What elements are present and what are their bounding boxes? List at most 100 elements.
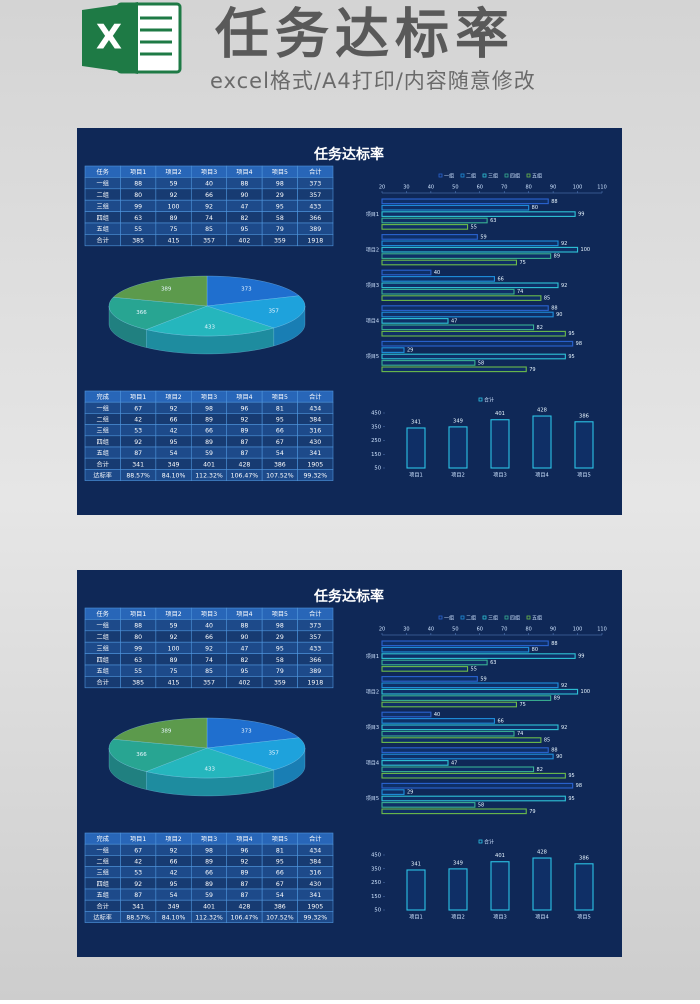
bar (381, 246, 579, 253)
cell-text: 58 (276, 657, 284, 664)
bar-value: 92 (561, 283, 567, 289)
icon-badge (82, 2, 138, 74)
cell-text: 42 (170, 870, 178, 877)
bar-value: 386 (579, 413, 589, 419)
bar-value: 89 (554, 696, 560, 702)
bar (381, 347, 405, 353)
cell-text: 341 (132, 903, 144, 910)
cell-text: 67 (134, 847, 142, 854)
legend-swatch (438, 173, 443, 178)
bar-value: 55 (471, 666, 477, 672)
bar-value: 89 (554, 254, 560, 260)
x-tick-label: 30 (403, 627, 409, 633)
category-label: 项目4 (366, 319, 379, 325)
legend-swatch (460, 173, 465, 178)
category-label: 项目5 (577, 914, 591, 921)
category-label: 项目1 (409, 914, 423, 921)
legend-label: 三组 (488, 615, 498, 622)
cell-text: 84.10% (162, 915, 186, 922)
icon-letter: X (96, 18, 122, 58)
cell-text: 59 (170, 623, 178, 630)
bar-value: 66 (497, 276, 503, 282)
cell-text: 98 (276, 623, 284, 630)
bar (381, 659, 488, 666)
legend-swatch (478, 839, 483, 844)
category-label: 项目1 (366, 212, 379, 218)
cell-text: 五组 (97, 891, 109, 899)
cell-text: 341 (309, 450, 321, 457)
cell-text: 95 (170, 881, 178, 888)
cell-text: 66 (205, 428, 213, 435)
cell-text: 合计 (309, 610, 321, 618)
bar-value: 40 (434, 270, 440, 276)
cell-text: 项目1 (130, 836, 146, 843)
bar (381, 653, 576, 659)
bar (381, 795, 566, 802)
cell-text: 完成 (97, 393, 109, 401)
x-tick-label: 40 (428, 627, 434, 633)
cell-text: 四组 (97, 880, 109, 888)
pie-label: 366 (136, 310, 147, 316)
table-cell (297, 469, 334, 481)
bar-value: 80 (532, 205, 538, 211)
bar-value: 58 (478, 360, 484, 366)
bar (381, 234, 478, 240)
cell-text: 一组 (97, 404, 109, 412)
pie-label: 433 (205, 324, 216, 330)
cell-text: 385 (132, 238, 144, 245)
cell-text: 一组 (97, 180, 109, 188)
x-tick-label: 110 (597, 627, 607, 633)
cell-text: 90 (240, 192, 248, 199)
cell-text: 42 (134, 417, 142, 424)
cell-text: 384 (309, 859, 321, 866)
bar (381, 695, 552, 701)
bar (381, 766, 535, 773)
cell-text: 316 (309, 428, 321, 435)
cell-text: 三组 (97, 644, 109, 652)
cell-text: 40 (205, 623, 213, 630)
category-label: 项目4 (535, 472, 549, 479)
bar (381, 760, 449, 766)
bar (381, 730, 515, 737)
cell-text: 66 (170, 417, 178, 424)
cell-text: 389 (309, 226, 321, 233)
legend-label: 一组 (444, 173, 454, 180)
cell-text: 达标率 (93, 472, 112, 480)
cell-text: 90 (240, 634, 248, 641)
cell-text: 合计 (97, 237, 109, 245)
bar (381, 724, 559, 731)
cell-text: 89 (170, 215, 178, 222)
cell-text: 项目2 (165, 611, 181, 618)
bar (381, 737, 542, 743)
cell-text: 95 (276, 859, 284, 866)
cell-text: 98 (205, 405, 213, 412)
y-tick-label: 350 (371, 866, 381, 872)
legend-label: 五组 (532, 173, 542, 180)
cell-text: 项目2 (165, 169, 181, 176)
x-tick-label: 50 (452, 185, 458, 191)
cell-text: 67 (276, 439, 284, 446)
cell-text: 75 (170, 668, 178, 675)
cell-text: 1905 (307, 903, 323, 910)
cell-text: 66 (276, 428, 284, 435)
cell-text: 项目1 (130, 611, 146, 618)
bar (574, 863, 594, 911)
bar (381, 646, 530, 653)
pie-label: 389 (161, 287, 172, 293)
legend-swatch (460, 615, 465, 620)
category-label: 项目2 (366, 247, 379, 253)
cell-text: 55 (134, 668, 142, 675)
cell-text: 66 (170, 859, 178, 866)
bar (381, 276, 495, 282)
cell-text: 95 (240, 668, 248, 675)
y-tick-label: 350 (371, 424, 381, 430)
cell-text: 316 (309, 870, 321, 877)
cell-text: 92 (240, 417, 248, 424)
bar-value: 47 (451, 760, 457, 766)
x-tick-label: 40 (428, 185, 434, 191)
bar-value: 85 (544, 296, 550, 302)
x-tick-label: 110 (597, 185, 607, 191)
cell-text: 42 (170, 428, 178, 435)
